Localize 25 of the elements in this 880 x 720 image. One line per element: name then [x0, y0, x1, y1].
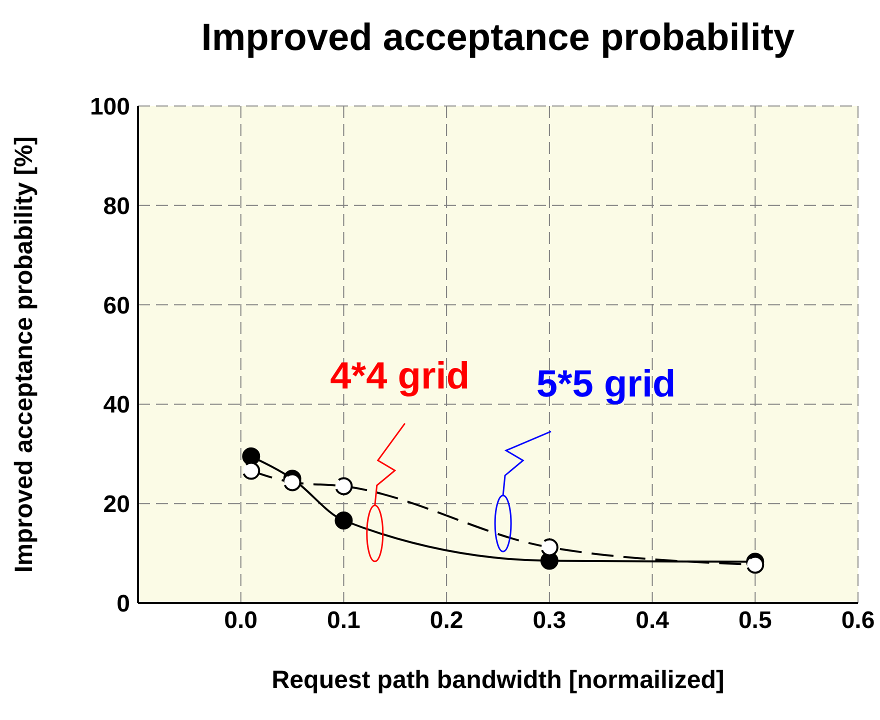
y-tick-label: 20 [103, 491, 130, 518]
y-tick-label: 40 [103, 392, 130, 419]
y-tick-label: 100 [90, 94, 130, 121]
annotation: 4*4 grid [330, 355, 470, 398]
x-tick-label: 0.1 [327, 607, 360, 634]
point [242, 462, 260, 480]
y-tick-label: 0 [116, 590, 130, 618]
point [334, 512, 353, 530]
x-tick-label: 0.4 [636, 607, 670, 634]
x-tick-label: 0.0 [224, 607, 258, 634]
x-tick-label: 0.3 [532, 607, 566, 634]
x-axis-title: Request path bandwidth [normailized] [272, 666, 724, 694]
x-tick-label: 0.6 [841, 607, 875, 634]
annotation: 5*5 grid [536, 363, 676, 406]
chart-title: Improved acceptance probability [200, 16, 796, 61]
x-tick-label: 0.5 [738, 607, 772, 634]
point [746, 556, 764, 574]
point [242, 447, 260, 466]
x-tick-label: 0.2 [430, 607, 464, 634]
y-tick-label: 60 [103, 292, 130, 320]
y-axis-title: Improved acceptance probability [%] [10, 136, 38, 573]
point [334, 477, 353, 496]
point [540, 538, 558, 556]
point [283, 473, 302, 492]
y-tick-label: 80 [103, 192, 130, 220]
